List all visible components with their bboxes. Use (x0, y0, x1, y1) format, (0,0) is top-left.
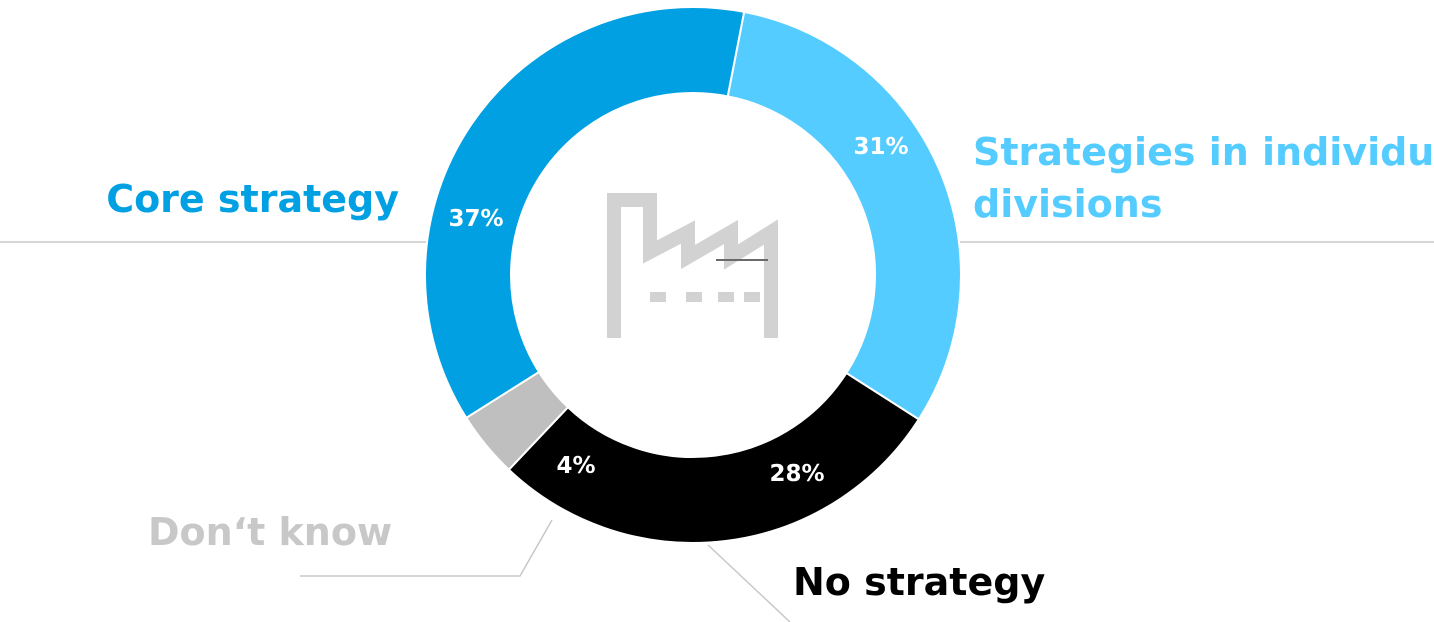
category-label-strategies-divisions-line2: divisions (973, 182, 1162, 226)
slice-strategies-divisions (726, 10, 962, 421)
leader-lines (0, 241, 1434, 622)
category-label-no-strategy: No strategy (793, 560, 1045, 604)
category-label-core-strategy: Core strategy (106, 177, 399, 221)
leader-line-no-strategy (707, 544, 791, 622)
category-label-dont-know: Don‘t know (148, 510, 392, 554)
value-labels: 31% 28% 4% 37% (448, 134, 908, 487)
value-label-no-strategy: 28% (769, 461, 824, 487)
slice-core-strategy (424, 6, 746, 420)
donut-slices (424, 6, 962, 544)
value-label-strategies-divisions: 31% (853, 134, 908, 160)
category-labels: Core strategy Strategies in individual d… (106, 130, 1434, 604)
value-label-core-strategy: 37% (448, 206, 503, 232)
category-label-strategies-divisions-line1: Strategies in individual (973, 130, 1434, 174)
value-label-dont-know: 4% (556, 453, 595, 479)
slice-no-strategy (507, 371, 921, 544)
factory-icon (607, 193, 778, 338)
leader-line-dont-know (300, 519, 553, 577)
